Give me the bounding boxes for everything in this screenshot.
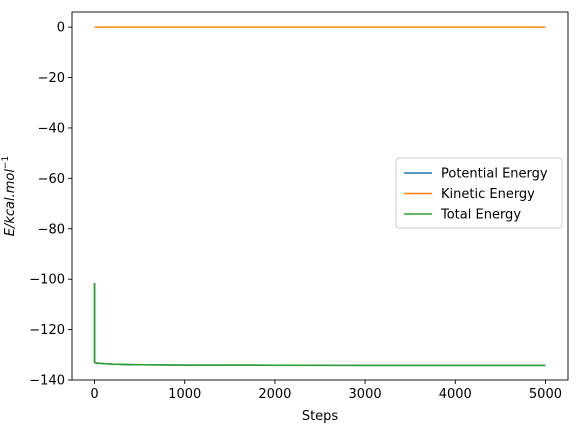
y-axis-title: E/kcal.mol−1 bbox=[1, 156, 18, 237]
legend-label-2: Kinetic Energy bbox=[441, 187, 535, 202]
y-tick-label: −60 bbox=[38, 172, 65, 187]
y-tick-label: −80 bbox=[38, 222, 65, 237]
y-axis-title-exponent: −1 bbox=[1, 156, 11, 169]
y-tick-label: 0 bbox=[57, 21, 65, 36]
series-line-3 bbox=[93, 282, 546, 367]
x-tick-label: 3000 bbox=[349, 387, 382, 402]
x-tick-label: 1000 bbox=[168, 387, 201, 402]
x-tick-label: 4000 bbox=[439, 387, 472, 402]
x-tick-label: 5000 bbox=[529, 387, 562, 402]
legend-box bbox=[395, 157, 563, 229]
x-tick-label: 0 bbox=[90, 387, 98, 402]
y-tick-label: −40 bbox=[38, 121, 65, 136]
legend: Potential Energy Kinetic Energy Total Ener… bbox=[395, 157, 563, 229]
legend-label-1: Potential Energy bbox=[441, 167, 548, 182]
y-axis-title-base: E/kcal.mol bbox=[3, 169, 18, 237]
axes-frame bbox=[71, 11, 569, 381]
y-tick-label: −120 bbox=[29, 323, 65, 338]
x-tick-label: 2000 bbox=[258, 387, 291, 402]
legend-label-3: Total Energy bbox=[440, 208, 521, 223]
x-axis-title: Steps bbox=[302, 409, 339, 424]
axes-layer: 0 1000 2000 3000 4000 5000 0 −20 −40 −60 −80 −100 −1… bbox=[29, 11, 569, 402]
y-tick-label: −20 bbox=[38, 71, 65, 86]
y-tick-label: −140 bbox=[29, 374, 65, 389]
series-layer bbox=[93, 26, 546, 367]
y-tick-label: −100 bbox=[29, 273, 65, 288]
